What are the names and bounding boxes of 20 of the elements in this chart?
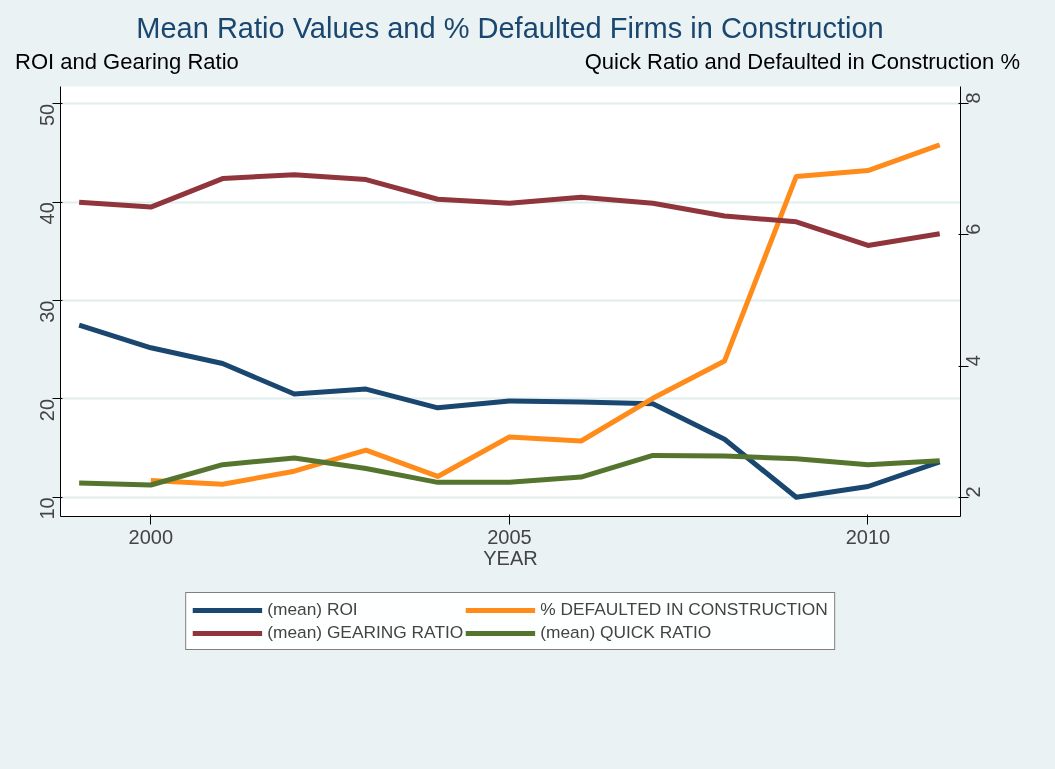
x-tick-label: 2000: [128, 525, 174, 548]
y2-tick-label: 8: [962, 92, 985, 104]
x-tick-label: 2010: [845, 525, 891, 548]
y2-axis-title: Quick Ratio and Defaulted in Construction %: [584, 48, 1020, 76]
y-axis-title: ROI and Gearing Ratio: [15, 48, 239, 76]
y2-tick-label: 6: [962, 223, 985, 235]
y-tick-label: 40: [36, 202, 59, 225]
y2-tick-label: 4: [962, 355, 985, 367]
legend-label: (mean) GEARING RATIO: [267, 622, 464, 643]
y-tick-label: 10: [36, 497, 59, 520]
x-axis-title: YEAR: [483, 546, 538, 569]
y2-tick-label: 2: [962, 486, 985, 498]
x-tick-label: 2005: [487, 525, 532, 548]
chart-title: Mean Ratio Values and % Defaulted Firms in Construction: [136, 11, 884, 46]
y-tick-label: 20: [36, 398, 59, 422]
legend-label: (mean) ROI: [267, 599, 358, 620]
legend-label: % DEFAULTED IN CONSTRUCTION: [540, 599, 828, 620]
y-tick-label: 50: [36, 103, 59, 127]
legend-label: (mean) QUICK RATIO: [540, 622, 712, 643]
y-tick-label: 30: [36, 300, 59, 323]
